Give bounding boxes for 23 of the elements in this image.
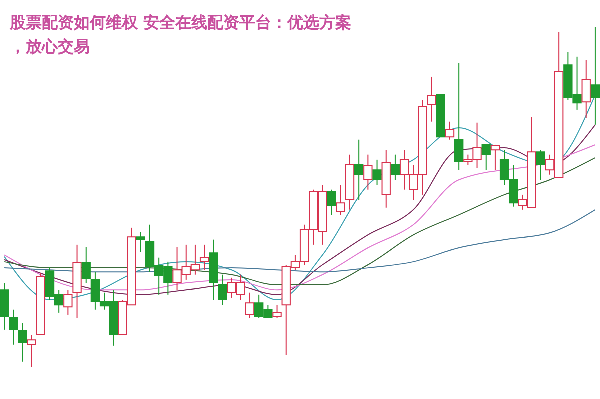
- candlestick: [18, 322, 28, 362]
- candlestick: [218, 274, 228, 306]
- candlestick: [490, 144, 500, 171]
- candlestick: [27, 334, 36, 368]
- candlestick: [136, 232, 146, 253]
- candlestick: [482, 144, 491, 171]
- candlestick: [354, 139, 364, 201]
- candlestick: [582, 59, 591, 119]
- candlestick: [327, 189, 336, 216]
- candlestick: [445, 121, 455, 140]
- candlestick: [454, 62, 464, 171]
- candlestick: [336, 184, 346, 216]
- candlestick: [200, 244, 210, 271]
- candlestick: [390, 154, 400, 180]
- candlestick: [364, 154, 373, 190]
- candlestick: [245, 292, 255, 319]
- candlestick: [82, 246, 91, 284]
- candlestick: [272, 304, 282, 319]
- chart-title: 股票配资如何维权 安全在线配资平台：优选方案，放心交易: [9, 13, 352, 56]
- candlestick: [590, 26, 600, 126]
- candlestick: [9, 309, 18, 346]
- candlestick: [372, 159, 382, 186]
- candlestick: [536, 150, 546, 180]
